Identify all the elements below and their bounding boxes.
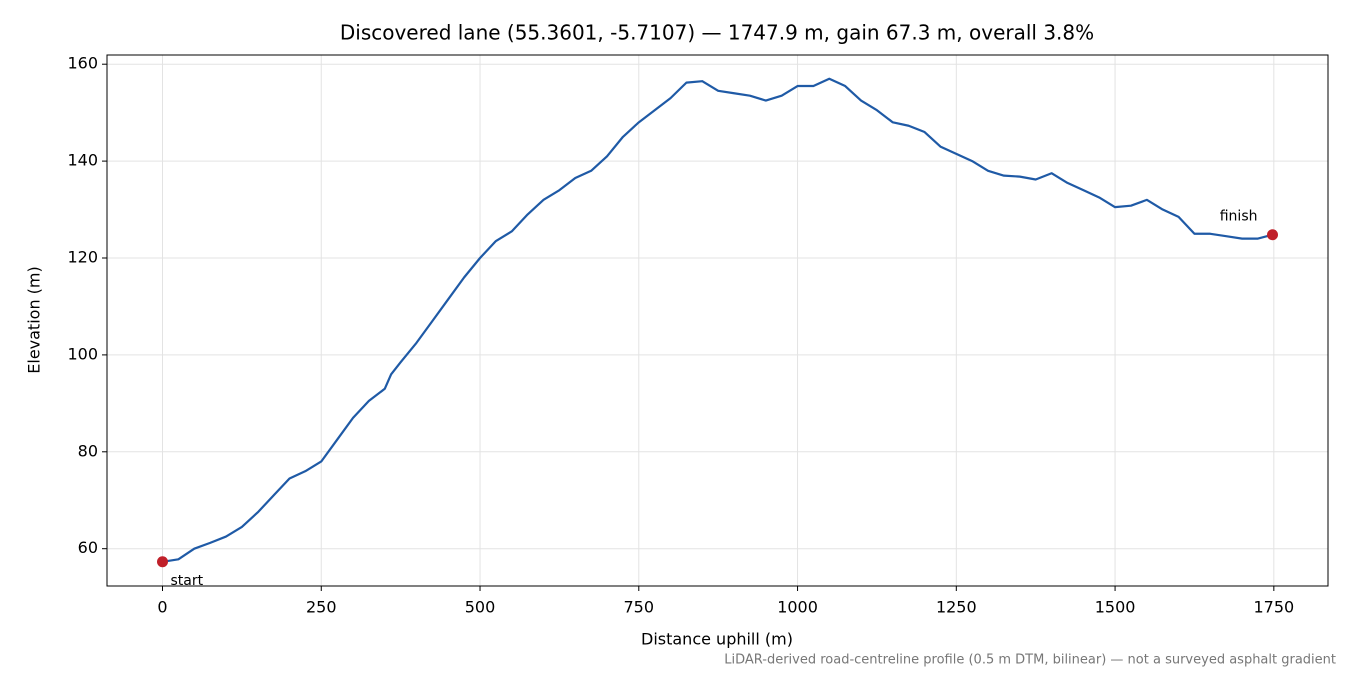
x-tick-label: 750: [624, 598, 655, 617]
x-tick-label: 250: [306, 598, 337, 617]
chart-title: Discovered lane (55.3601, -5.7107) — 174…: [340, 21, 1094, 45]
x-tick-label: 1250: [936, 598, 977, 617]
y-tick-label: 80: [78, 441, 98, 460]
plot-frame: [106, 54, 1329, 587]
y-axis-label: Elevation (m): [25, 266, 44, 373]
y-tick-label: 140: [67, 151, 98, 170]
x-tick-label: 1750: [1253, 598, 1294, 617]
x-axis-label: Distance uphill (m): [641, 630, 793, 649]
y-tick-label: 160: [67, 54, 98, 73]
endpoint-marker: [1266, 229, 1278, 241]
y-tick-label: 120: [67, 248, 98, 267]
endpoint-label: finish: [1220, 209, 1258, 225]
endpoint-label: start: [171, 573, 204, 589]
endpoint-marker: [157, 556, 169, 568]
x-tick-label: 1000: [777, 598, 818, 617]
elevation-line: [162, 77, 1273, 563]
x-tick-label: 0: [157, 598, 167, 617]
y-tick-label: 100: [67, 344, 98, 363]
x-tick-label: 500: [465, 598, 496, 617]
x-tick-label: 1500: [1095, 598, 1136, 617]
footnote: LiDAR-derived road-centreline profile (0…: [724, 653, 1336, 668]
y-tick-label: 60: [78, 538, 98, 557]
